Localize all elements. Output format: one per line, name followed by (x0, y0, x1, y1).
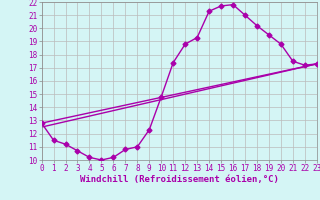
X-axis label: Windchill (Refroidissement éolien,°C): Windchill (Refroidissement éolien,°C) (80, 175, 279, 184)
